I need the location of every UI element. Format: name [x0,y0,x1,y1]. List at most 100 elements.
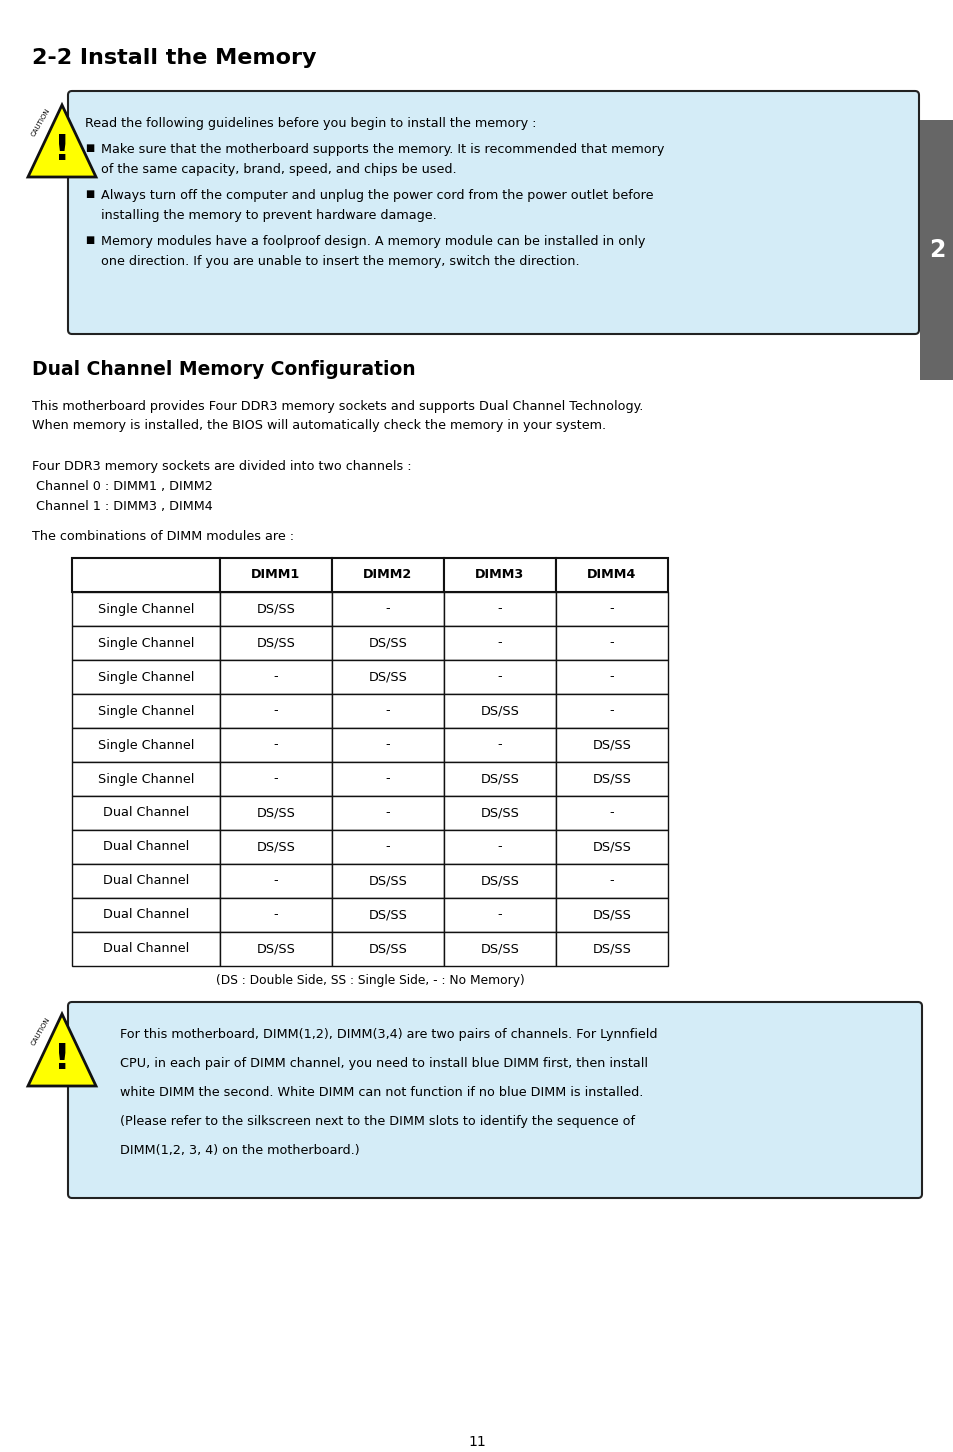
Bar [332,932,443,966]
Polygon shape [28,105,96,177]
Text: (DS : Double Side, SS : Single Side, - : No Memory): (DS : Double Side, SS : Single Side, - :… [215,974,524,987]
Text: -: - [609,671,614,684]
Text: DS/SS: DS/SS [480,806,518,819]
Text: -: - [497,909,502,922]
Text: Dual Channel: Dual Channel [103,874,189,887]
Bar [220,694,332,727]
Bar [71,897,220,932]
Text: ■: ■ [85,189,94,199]
Text: Dual Channel: Dual Channel [103,909,189,922]
Text: Read the following guidelines before you begin to install the memory :: Read the following guidelines before you… [85,118,536,131]
Bar [443,762,556,796]
Bar [71,592,220,626]
Bar [71,694,220,727]
Bar [71,864,220,897]
Bar [556,932,667,966]
Text: Dual Channel: Dual Channel [103,806,189,819]
Text: 2-2 Install the Memory: 2-2 Install the Memory [32,48,316,68]
Bar [443,626,556,661]
Bar [71,661,220,694]
Text: DS/SS: DS/SS [480,874,518,887]
Text: This motherboard provides Four DDR3 memory sockets and supports Dual Channel Tec: This motherboard provides Four DDR3 memo… [32,399,642,412]
Bar [220,897,332,932]
Bar [443,864,556,897]
Text: one direction. If you are unable to insert the memory, switch the direction.: one direction. If you are unable to inse… [101,256,579,269]
Text: Single Channel: Single Channel [98,603,194,616]
Text: installing the memory to prevent hardware damage.: installing the memory to prevent hardwar… [101,209,436,222]
Bar [220,831,332,864]
Text: -: - [385,806,390,819]
Bar [332,626,443,661]
Text: DIMM1: DIMM1 [251,569,300,581]
Text: Single Channel: Single Channel [98,772,194,786]
Bar [443,661,556,694]
Text: DS/SS: DS/SS [256,841,295,854]
Text: DS/SS: DS/SS [368,874,407,887]
Bar [332,694,443,727]
Text: (Please refer to the silkscreen next to the DIMM slots to identify the sequence : (Please refer to the silkscreen next to … [120,1115,635,1128]
Bar [220,762,332,796]
Text: Single Channel: Single Channel [98,739,194,752]
Bar [220,932,332,966]
Bar [556,661,667,694]
Bar [71,626,220,661]
Text: DS/SS: DS/SS [592,909,631,922]
Polygon shape [28,1013,96,1086]
Bar [556,592,667,626]
Text: 2: 2 [928,238,944,261]
Bar [71,762,220,796]
Bar [220,558,332,592]
Bar [332,592,443,626]
Text: DS/SS: DS/SS [256,806,295,819]
Text: !: ! [53,1041,71,1076]
Text: For this motherboard, DIMM(1,2), DIMM(3,4) are two pairs of channels. For Lynnfi: For this motherboard, DIMM(1,2), DIMM(3,… [120,1028,657,1041]
Bar [556,727,667,762]
Text: of the same capacity, brand, speed, and chips be used.: of the same capacity, brand, speed, and … [101,163,456,176]
Bar [332,727,443,762]
FancyBboxPatch shape [68,91,918,334]
Text: Single Channel: Single Channel [98,671,194,684]
Text: Dual Channel Memory Configuration: Dual Channel Memory Configuration [32,360,416,379]
Text: DS/SS: DS/SS [368,942,407,955]
Text: -: - [385,603,390,616]
Text: Four DDR3 memory sockets are divided into two channels :: Four DDR3 memory sockets are divided int… [32,460,411,473]
Text: -: - [609,874,614,887]
Text: DS/SS: DS/SS [480,942,518,955]
Bar [220,592,332,626]
Text: -: - [385,841,390,854]
Bar [443,592,556,626]
Text: -: - [609,636,614,649]
Bar [556,762,667,796]
Text: -: - [385,704,390,717]
Text: -: - [497,739,502,752]
Text: DS/SS: DS/SS [368,671,407,684]
Text: Make sure that the motherboard supports the memory. It is recommended that memor: Make sure that the motherboard supports … [101,142,663,155]
Text: -: - [274,874,278,887]
Bar [556,694,667,727]
Text: Single Channel: Single Channel [98,636,194,649]
Bar [443,897,556,932]
Text: DS/SS: DS/SS [256,603,295,616]
Text: Dual Channel: Dual Channel [103,942,189,955]
Text: DS/SS: DS/SS [592,942,631,955]
Text: When memory is installed, the BIOS will automatically check the memory in your s: When memory is installed, the BIOS will … [32,420,605,433]
Text: -: - [274,704,278,717]
Text: -: - [609,806,614,819]
Bar [556,626,667,661]
Text: Always turn off the computer and unplug the power cord from the power outlet bef: Always turn off the computer and unplug … [101,189,653,202]
Bar [332,897,443,932]
Text: -: - [609,704,614,717]
Bar [220,626,332,661]
Text: DIMM4: DIMM4 [587,569,636,581]
Bar [443,558,556,592]
Text: DS/SS: DS/SS [592,772,631,786]
Text: DS/SS: DS/SS [368,909,407,922]
Text: -: - [385,739,390,752]
Bar [332,864,443,897]
Text: DS/SS: DS/SS [480,772,518,786]
Text: DIMM3: DIMM3 [475,569,524,581]
Bar [443,727,556,762]
Bar [443,932,556,966]
Bar [556,831,667,864]
Text: DS/SS: DS/SS [592,841,631,854]
